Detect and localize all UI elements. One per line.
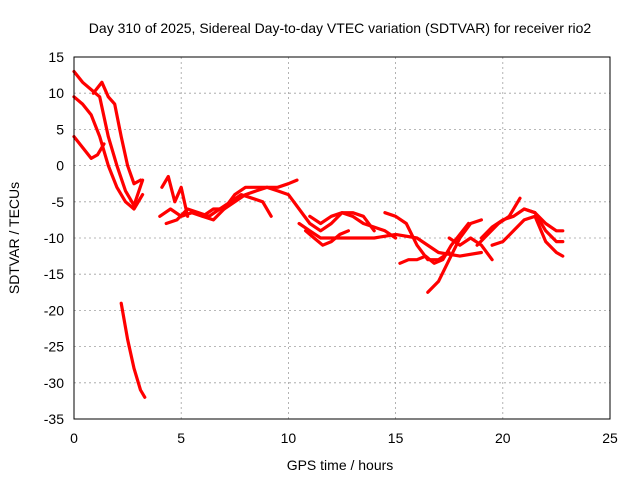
plot-frame (73, 56, 611, 420)
series-arc-11 (308, 211, 398, 240)
x-tick-label: 25 (602, 430, 618, 446)
x-tick-label: 5 (177, 430, 185, 446)
data-series (72, 69, 565, 399)
series-arc-6 (158, 178, 299, 218)
series-arc-5 (119, 301, 147, 399)
series-arc-20 (522, 207, 565, 233)
y-tick-label: -15 (44, 266, 64, 282)
y-axis-label: SDTVAR / TECUs (6, 182, 22, 294)
series-arc-14 (398, 221, 471, 265)
y-tick-label: 15 (48, 49, 64, 65)
y-tick-label: 0 (56, 158, 64, 174)
x-tick-label: 10 (281, 430, 297, 446)
series-arc-3 (72, 95, 145, 211)
y-tick-label: -5 (52, 194, 65, 210)
series-arc-7 (160, 174, 190, 218)
y-tick-label: -35 (44, 411, 64, 427)
y-tick-label: -10 (44, 230, 64, 246)
series-arc-1 (72, 69, 145, 207)
y-tick-label: -25 (44, 339, 64, 355)
y-tick-label: -30 (44, 375, 64, 391)
series-arc-12 (304, 229, 350, 247)
x-tick-label: 20 (495, 430, 511, 446)
series-arc-4 (72, 135, 106, 160)
series-arc-19 (490, 214, 565, 258)
chart-title: Day 310 of 2025, Sidereal Day-to-day VTE… (89, 20, 592, 36)
series-arc-9 (201, 185, 376, 233)
series-arc-2 (91, 80, 143, 186)
y-tick-labels: -35 -30 -25 -20 -15 -10 -5 0 5 10 15 (44, 49, 64, 427)
series-arc-8 (164, 193, 273, 226)
series-arc-13 (383, 211, 451, 262)
series-arc-16 (447, 236, 494, 262)
y-tick-label: -20 (44, 302, 64, 318)
x-tick-label: 15 (388, 430, 404, 446)
series-arc-15 (426, 218, 483, 294)
y-tick-label: 5 (56, 121, 64, 137)
x-tick-labels: 0 5 10 15 20 25 (70, 430, 618, 446)
grid-lines (74, 57, 610, 419)
x-tick-label: 0 (70, 430, 78, 446)
y-tick-label: 10 (48, 85, 64, 101)
x-axis-label: GPS time / hours (287, 457, 394, 473)
